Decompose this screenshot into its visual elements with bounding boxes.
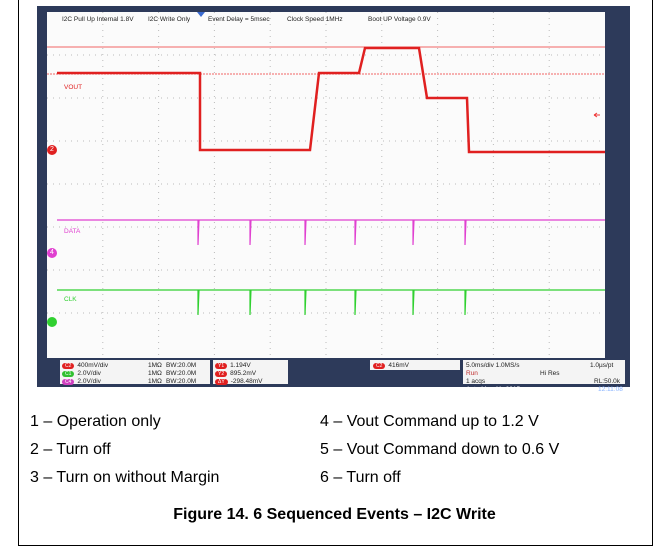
time: 12:11:08	[598, 386, 623, 393]
vertical-panel	[60, 360, 210, 384]
cursor-value: -298.48mV	[230, 378, 263, 385]
scope-screen	[47, 12, 605, 358]
channel-marker: 2	[47, 145, 57, 155]
channel-label: DATA	[64, 228, 81, 235]
badge: Y1	[215, 363, 228, 369]
trigger-panel	[370, 360, 460, 370]
bandwidth: BW:20.0M	[166, 378, 197, 385]
badge: ΔY	[215, 379, 228, 385]
horizontal-panel	[463, 360, 625, 384]
event-item: 6 – Turn off	[320, 469, 401, 486]
event-item: 5 – Vout Command down to 0.6 V	[320, 441, 560, 458]
badge: C4	[62, 379, 75, 385]
event-item: 1 – Operation only	[30, 413, 161, 430]
record-length: RL:50.0k	[594, 378, 621, 385]
channel-label: VOUT	[64, 84, 83, 91]
badge: C1	[62, 371, 75, 377]
data-trace	[57, 219, 605, 246]
impedance: 1MΩ	[148, 362, 162, 369]
trigger-arrow	[593, 112, 600, 118]
acq-mode: Hi Res	[540, 370, 560, 377]
badge: C2	[62, 363, 75, 369]
date: Auto May 11, 2015	[466, 386, 521, 393]
caption: Figure 14. 6 Sequenced Events – I2C Writ…	[173, 506, 496, 523]
channel-label: CLK	[64, 296, 77, 303]
trigger-pos	[197, 12, 205, 17]
impedance: 1MΩ	[148, 378, 162, 385]
header-label: Event Delay = 5msec	[208, 16, 270, 23]
header-label: I2C Pull Up Internal 1.8V	[62, 16, 134, 23]
vout-trace	[57, 46, 605, 154]
channel-marker: 4	[47, 248, 57, 258]
header-label: Boot UP Voltage 0.9V	[368, 16, 431, 23]
figure-frame	[18, 0, 653, 546]
timebase: 5.0ms/div 1.0MS/s	[466, 362, 520, 369]
cursor-value: 1.194V	[230, 362, 251, 369]
channel-marker	[47, 317, 57, 327]
scale: 2.0V/div	[77, 370, 101, 377]
trigger-value: 416mV	[388, 362, 410, 369]
scale: 400mV/div	[77, 362, 109, 369]
clk-trace	[57, 289, 605, 316]
badge: Y2	[215, 371, 228, 377]
header-label: I2C Write Only	[148, 16, 191, 23]
cursor-value: 895.2mV	[230, 370, 257, 377]
event-item: 2 – Turn off	[30, 441, 111, 458]
bandwidth: BW:20.0M	[166, 370, 197, 377]
event-item: 3 – Turn on without Margin	[30, 469, 220, 486]
acq-count: 1 acqs	[466, 378, 486, 385]
run-state: Run	[466, 370, 478, 377]
bandwidth: BW:20.0M	[166, 362, 197, 369]
event-item: 4 – Vout Command up to 1.2 V	[320, 413, 539, 430]
grid	[47, 12, 605, 358]
scale: 2.0V/div	[77, 378, 101, 385]
resolution: 1.0µs/pt	[590, 362, 614, 369]
header-label: Clock Speed 1MHz	[287, 16, 343, 23]
badge: C2	[373, 363, 386, 369]
impedance: 1MΩ	[148, 370, 162, 377]
